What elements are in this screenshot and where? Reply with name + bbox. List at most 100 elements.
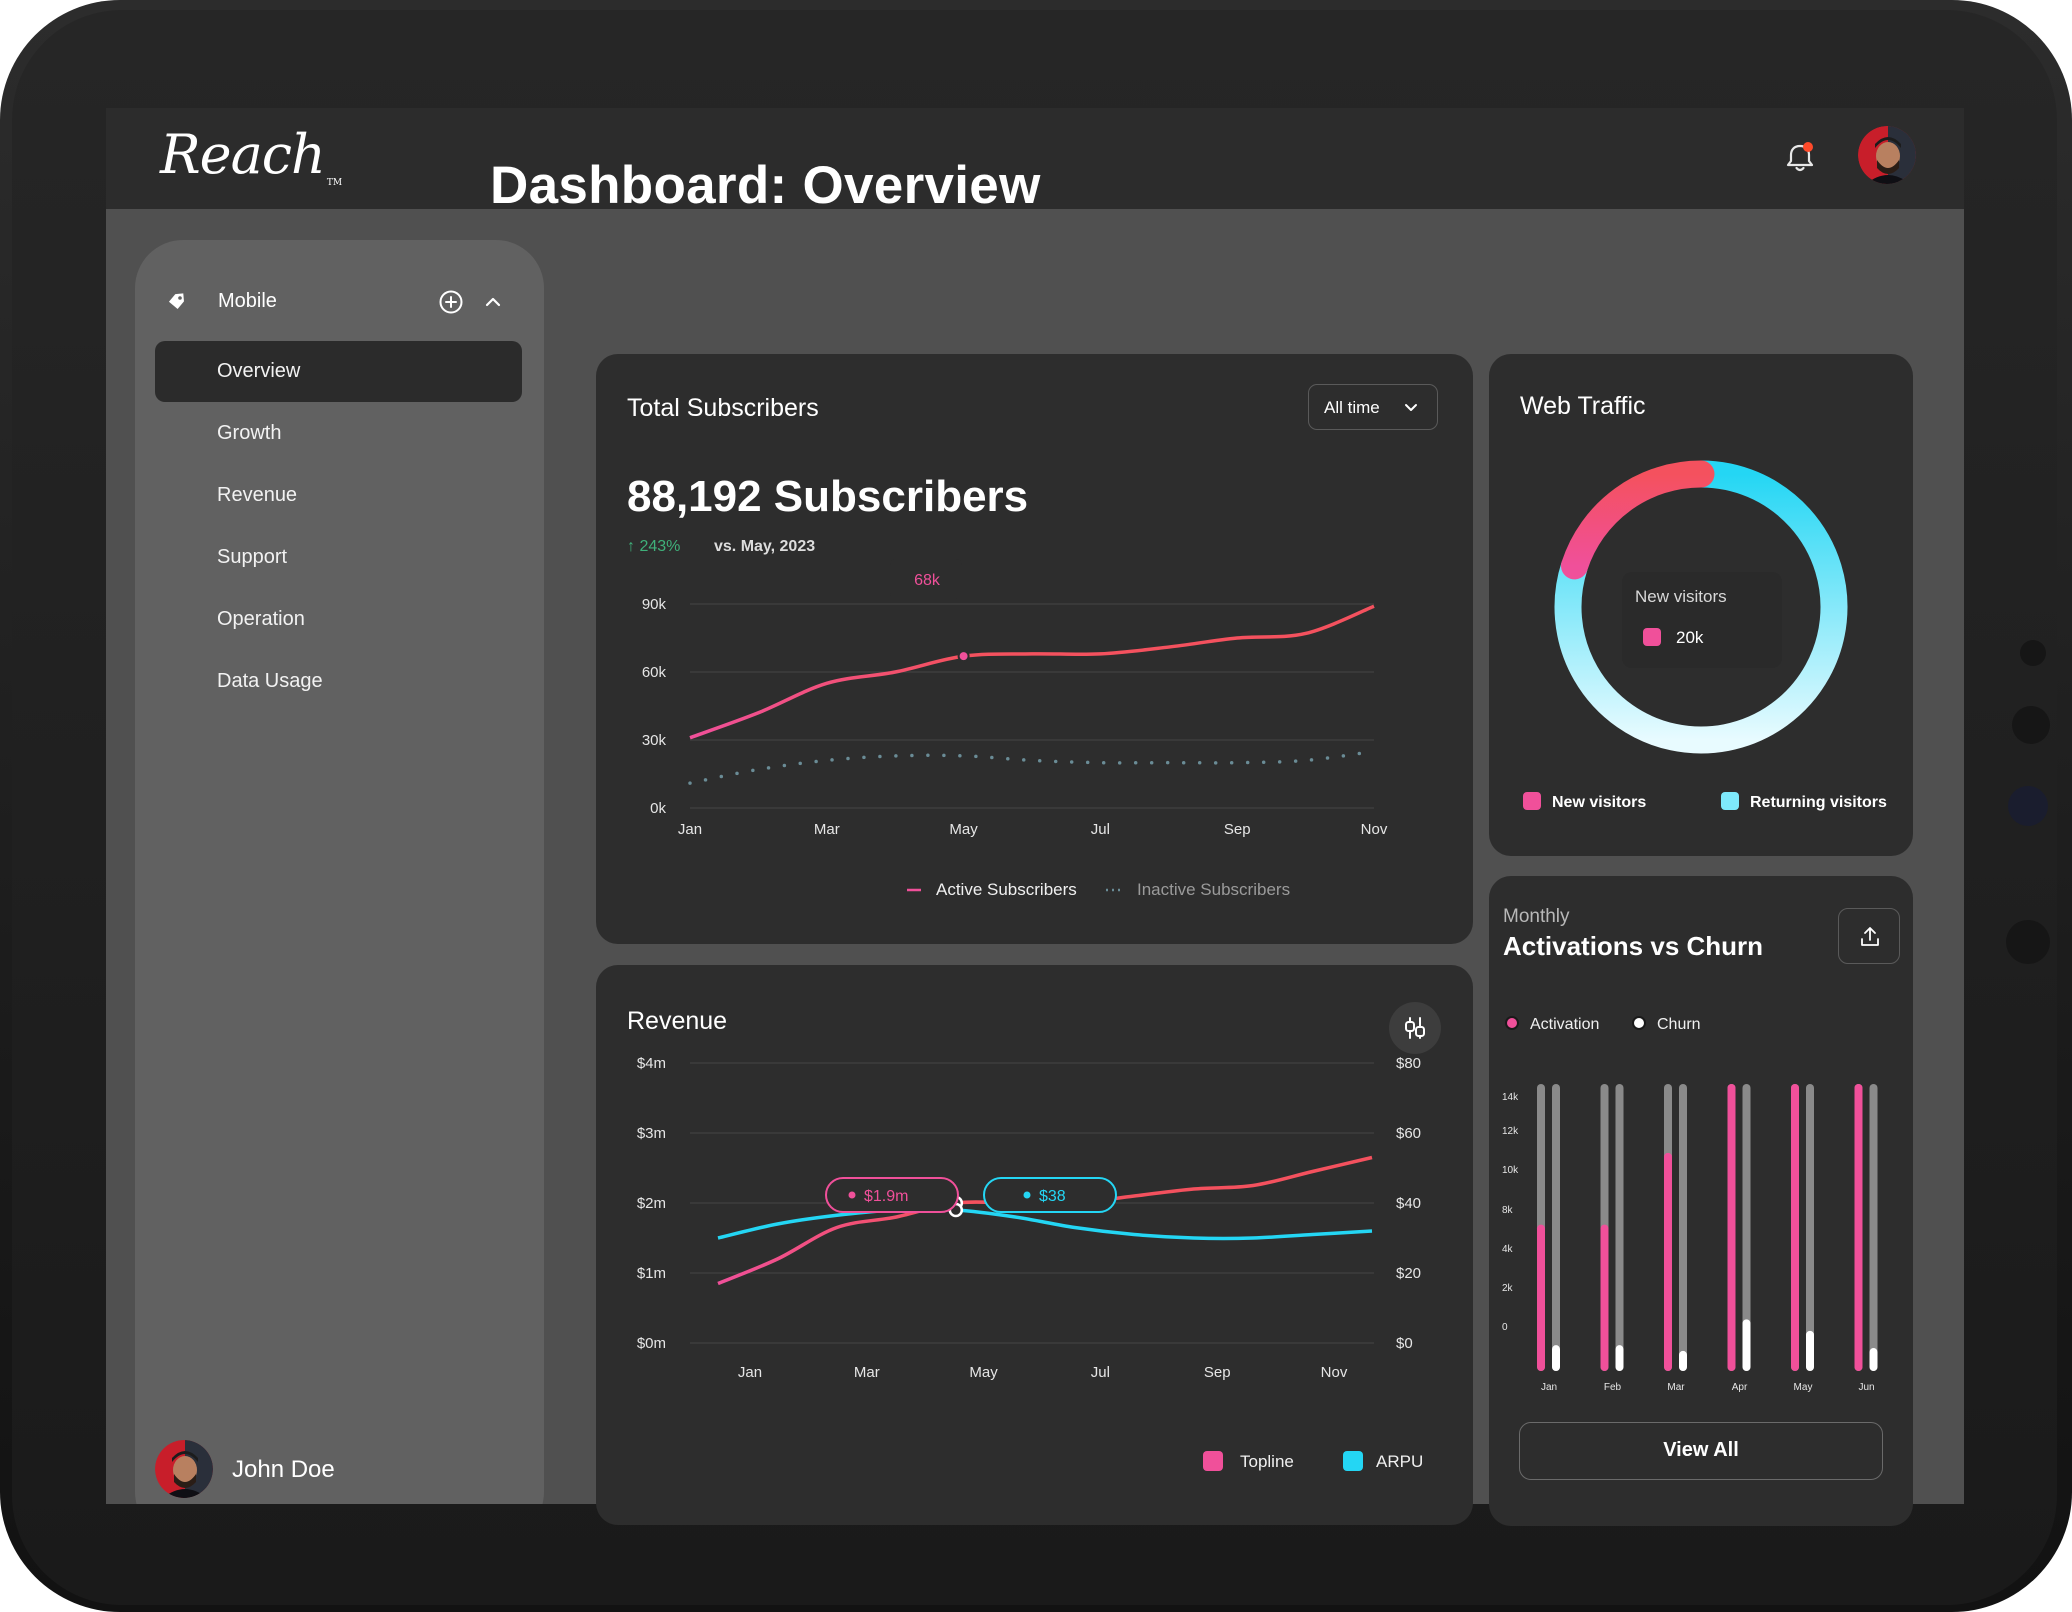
sidebar-group-header[interactable]: Mobile [155, 282, 525, 322]
tooltip-dot-arpu [1023, 1191, 1031, 1199]
card-title: Activations vs Churn [1503, 931, 1764, 961]
bar-track-churn [1679, 1084, 1687, 1371]
y-tick-label: 4k [1502, 1244, 1514, 1255]
page-title: Dashboard: Overview [490, 156, 1041, 215]
y-tick-label: 8k [1502, 1205, 1514, 1216]
sidebar-item-operation[interactable]: Operation [155, 589, 522, 650]
card-title: Revenue [627, 1007, 728, 1035]
activations-churn-bar-chart: Activation Churn 0 2k 4k 8k 10k 12k 14k Jan Feb Mar… [1502, 1016, 1878, 1393]
tooltip-swatch [1643, 628, 1661, 646]
y-tick-label: 10k [1502, 1165, 1519, 1176]
legend-label-new: New visitors [1552, 794, 1646, 811]
web-traffic-donut-chart: New visitors 20k New visitors Returning vis… [1523, 460, 1887, 811]
revenue-line-chart: $0m $0 $1m $20 $2m $40 $3m $60 $4m $80 Jan Mar May Ju… [637, 1055, 1423, 1471]
chevron-up-icon[interactable] [482, 291, 504, 313]
export-button[interactable] [1838, 908, 1900, 964]
y-tick-label: 0 [1502, 1322, 1508, 1333]
bar-activation [1664, 1152, 1672, 1371]
notification-bell-icon[interactable] [1780, 138, 1820, 178]
legend-swatch-returning [1721, 792, 1739, 810]
sidebar-item-label: Support [217, 546, 288, 568]
donut-slice-new-visitors [1561, 460, 1715, 580]
bar-churn [1679, 1350, 1687, 1371]
time-range-dropdown[interactable]: All time [1308, 384, 1438, 430]
camera-dot [2006, 920, 2050, 964]
tooltip-dot-topline [848, 1191, 856, 1199]
reach-logo[interactable]: Reach TM [160, 123, 343, 188]
chart-settings-button[interactable] [1389, 1002, 1441, 1054]
legend-dot-activation [1505, 1016, 1519, 1030]
x-tick-label: Sep [1204, 1364, 1231, 1381]
x-tick-label: Jan [1541, 1382, 1557, 1393]
tooltip-box-topline [825, 1177, 959, 1213]
sidebar: Mobile Overview Growth Revenue Support O… [135, 240, 544, 1504]
growth-delta: ↑ 243% [627, 538, 681, 555]
add-circle-icon[interactable] [438, 289, 464, 315]
x-tick-label: Jul [1091, 1364, 1110, 1381]
bar-churn [1552, 1345, 1560, 1371]
sidebar-item-growth[interactable]: Growth [155, 403, 522, 464]
x-tick-label: Nov [1361, 821, 1388, 838]
y-tick-label: 60k [642, 664, 667, 681]
bar-track-churn [1552, 1084, 1560, 1371]
bar-activation [1727, 1084, 1736, 1371]
card-title: Web Traffic [1520, 392, 1646, 420]
legend-label-activation: Activation [1530, 1016, 1599, 1033]
tooltip-label: New visitors [1635, 587, 1727, 606]
y-tick-label: 0k [650, 800, 666, 817]
bar-track-churn [1742, 1084, 1751, 1371]
legend-label-churn: Churn [1657, 1016, 1701, 1033]
card-title: Total Subscribers [627, 394, 819, 422]
activations-churn-card: Monthly Activations vs Churn Activation C… [1489, 876, 1913, 1526]
bar-activation [1854, 1084, 1863, 1371]
total-subscribers-card: Total Subscribers All time 88,192 Subscr… [596, 354, 1473, 944]
sidebar-item-label: Operation [217, 608, 305, 630]
x-tick-label: Mar [814, 821, 840, 838]
sidebar-item-revenue[interactable]: Revenue [155, 465, 522, 526]
tooltip-box [1622, 572, 1782, 668]
series-line-active-subscribers [689, 604, 1375, 740]
legend-label-active: Active Subscribers [936, 880, 1077, 899]
legend-swatch-topline [1203, 1451, 1223, 1471]
subscriber-count: 88,192 Subscribers [627, 472, 1029, 521]
top-bar: Reach TM [106, 108, 1964, 209]
avatar [155, 1440, 213, 1498]
card-subtitle: Monthly [1503, 906, 1570, 927]
x-tick-label: May [969, 1364, 998, 1381]
legend-label-inactive: Inactive Subscribers [1137, 880, 1290, 899]
legend-label-returning: Returning visitors [1750, 794, 1887, 811]
y-left-tick-label: $0m [637, 1335, 666, 1352]
camera-dot [2012, 706, 2050, 744]
sidebar-item-overview[interactable]: Overview [155, 341, 522, 402]
y-right-tick-label: $20 [1396, 1265, 1421, 1282]
sidebar-item-label: Overview [217, 360, 301, 382]
tag-icon [168, 293, 184, 309]
sidebar-item-support[interactable]: Support [155, 527, 522, 588]
bar-track-churn [1806, 1084, 1814, 1371]
y-tick-label: 30k [642, 732, 667, 749]
sliders-icon [1405, 1017, 1425, 1039]
sidebar-user[interactable]: John Doe [155, 1440, 455, 1500]
x-tick-label: Jan [738, 1364, 762, 1381]
tooltip-box-arpu [983, 1177, 1117, 1213]
bar-churn [1869, 1348, 1878, 1371]
x-tick-label: Jul [1091, 821, 1110, 838]
x-tick-label: Jun [1858, 1382, 1874, 1393]
camera-lens [2008, 786, 2048, 826]
view-all-button[interactable]: View All [1519, 1422, 1883, 1480]
sidebar-item-data-usage[interactable]: Data Usage [155, 651, 522, 712]
dropdown-value: All time [1324, 398, 1380, 417]
bar-track-churn [1615, 1084, 1624, 1371]
sidebar-item-label: Data Usage [217, 670, 323, 692]
x-tick-label: Nov [1321, 1364, 1348, 1381]
web-traffic-card: Web Traffic New visitors 20k New visitors R… [1489, 354, 1913, 856]
bar-activation [1600, 1224, 1609, 1371]
bar-churn [1806, 1330, 1814, 1371]
y-right-tick-label: $80 [1396, 1055, 1421, 1072]
x-tick-label: May [1794, 1382, 1813, 1393]
x-tick-label: Sep [1224, 821, 1251, 838]
x-tick-label: Apr [1732, 1382, 1748, 1393]
user-avatar[interactable] [1858, 126, 1916, 184]
y-right-tick-label: $60 [1396, 1125, 1421, 1142]
x-tick-label: May [949, 821, 978, 838]
